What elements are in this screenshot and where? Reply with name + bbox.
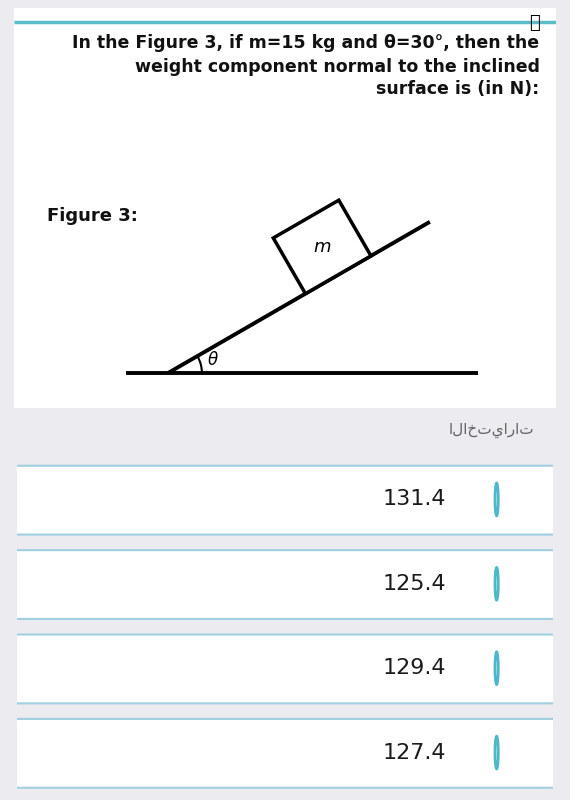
FancyBboxPatch shape — [1, 550, 568, 619]
Text: 💡: 💡 — [529, 14, 539, 32]
Text: θ: θ — [207, 350, 218, 369]
FancyBboxPatch shape — [1, 466, 568, 534]
Text: 127.4: 127.4 — [382, 742, 446, 762]
Text: surface is (in N):: surface is (in N): — [376, 80, 539, 98]
Text: 131.4: 131.4 — [382, 490, 446, 510]
Text: 125.4: 125.4 — [382, 574, 446, 594]
Polygon shape — [273, 200, 371, 294]
Text: الاختيارات: الاختيارات — [449, 423, 534, 438]
Text: Figure 3:: Figure 3: — [47, 207, 137, 225]
FancyBboxPatch shape — [1, 634, 568, 703]
Text: m: m — [314, 238, 331, 256]
FancyBboxPatch shape — [9, 4, 561, 412]
Text: In the Figure 3, if m=15 kg and θ=30°, then the: In the Figure 3, if m=15 kg and θ=30°, t… — [72, 34, 539, 52]
Text: 129.4: 129.4 — [382, 658, 446, 678]
Text: weight component normal to the inclined: weight component normal to the inclined — [135, 58, 539, 76]
FancyBboxPatch shape — [1, 719, 568, 788]
